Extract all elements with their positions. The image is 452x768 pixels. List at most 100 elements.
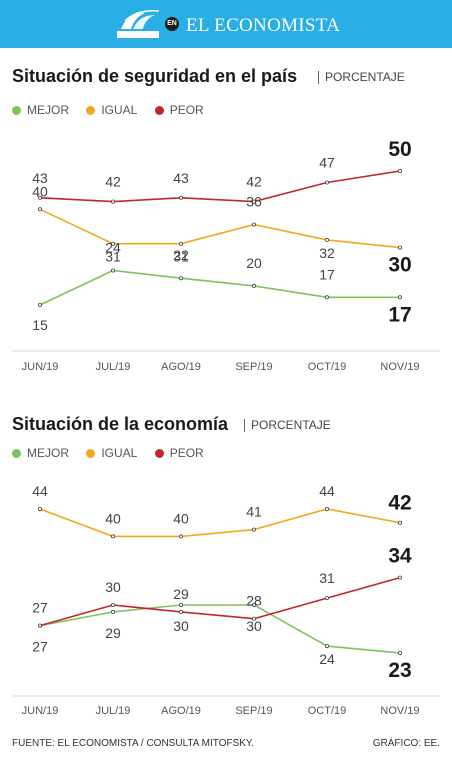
data-point (397, 245, 402, 250)
legend-swatch-igual (86, 106, 96, 115)
data-point (38, 195, 43, 200)
data-point (38, 623, 43, 628)
legend-swatch-peor (154, 449, 164, 458)
legend-item-igual: IGUAL (86, 103, 137, 117)
data-label: 40 (32, 183, 48, 199)
data-point (111, 241, 116, 246)
data-point (397, 650, 402, 655)
data-point (324, 237, 329, 242)
chart-1-title: Situación de seguridad en el país (12, 66, 298, 86)
series-line-igual (39, 508, 401, 538)
x-tick-label: NOV/19 (380, 361, 419, 373)
legend-label-peor: PEOR (169, 103, 204, 117)
data-point (178, 276, 183, 281)
data-point (111, 268, 116, 273)
data-label: 22 (173, 247, 189, 263)
data-point (251, 616, 256, 621)
data-point (38, 302, 43, 307)
data-point (324, 507, 329, 512)
data-label: 29 (173, 586, 189, 602)
data-point (324, 295, 329, 300)
data-point (251, 602, 256, 607)
data-label: 15 (32, 317, 48, 333)
chart-2-legend: MEJOR IGUAL PEOR (12, 446, 218, 460)
data-point (178, 241, 183, 246)
data-point (38, 207, 43, 212)
data-label: 17 (319, 266, 335, 282)
data-label: 31 (319, 570, 335, 586)
data-label: 40 (173, 510, 189, 526)
data-point (397, 295, 402, 300)
data-point (111, 534, 116, 539)
legend-swatch-mejor (12, 106, 21, 115)
x-tick-label: AGO/19 (161, 705, 201, 717)
data-point (178, 602, 183, 607)
x-tick-label: SEP/19 (235, 361, 272, 373)
data-point (38, 507, 43, 512)
chart-2-subtitle: PORCENTAJE (244, 419, 331, 432)
legend-swatch-mejor (12, 449, 21, 458)
data-label: 20 (246, 255, 262, 271)
en-badge: EN (165, 17, 179, 31)
data-label: 42 (388, 492, 411, 515)
series-line-mejor (39, 604, 401, 654)
data-label: 27 (32, 600, 48, 616)
data-label: 50 (388, 138, 411, 161)
series-line-mejor (39, 269, 400, 306)
data-label: 24 (319, 651, 335, 667)
chart-1-legend: MEJOR IGUAL PEOR (12, 103, 218, 117)
consulta-mitofsky-logo (117, 9, 160, 38)
x-tick-label: AGO/19 (161, 361, 201, 373)
legend-swatch-peor (154, 106, 164, 115)
data-point (251, 199, 256, 204)
data-label: 32 (319, 245, 335, 261)
legend-label-mejor: MEJOR (27, 103, 69, 117)
chart-1-subtitle: PORCENTAJE (318, 71, 405, 84)
x-tick-label: JUL/19 (96, 361, 131, 373)
data-point (251, 283, 256, 288)
x-tick-label: JUN/19 (22, 705, 59, 717)
chart-1-plot: JUN/19 JUL/19 AGO/19 SEP/19 OCT/19 NOV/19 15 24… (12, 138, 440, 373)
x-tick-label: OCT/19 (308, 705, 347, 717)
data-label: 47 (319, 155, 335, 171)
x-tick-label: JUL/19 (96, 705, 131, 717)
data-point (397, 169, 402, 174)
data-point (111, 199, 116, 204)
data-point (397, 575, 402, 580)
data-point (397, 520, 402, 525)
series-line-peor (39, 576, 401, 627)
data-label: 41 (246, 504, 262, 520)
legend-item-igual: IGUAL (86, 446, 137, 460)
data-label: 40 (105, 510, 121, 526)
data-point (251, 527, 256, 532)
data-label: 44 (32, 483, 48, 499)
data-label: 31 (173, 249, 189, 265)
legend-label-igual: IGUAL (101, 446, 138, 460)
data-point (251, 222, 256, 227)
header-title: EL ECONOMISTA (186, 15, 341, 36)
data-point (324, 596, 329, 601)
chart-2-title: Situación de la economía (12, 414, 229, 434)
data-label: 30 (173, 618, 189, 634)
data-point (324, 644, 329, 649)
series-line-igual (39, 208, 401, 249)
data-point (111, 609, 116, 614)
data-label: 30 (105, 579, 121, 595)
legend-label-peor: PEOR (169, 446, 204, 460)
x-tick-label: SEP/19 (235, 705, 272, 717)
data-label: 29 (105, 625, 121, 641)
series-line-peor (39, 170, 401, 203)
data-label: 28 (246, 593, 262, 609)
data-point (111, 602, 116, 607)
legend-label-igual: IGUAL (101, 103, 138, 117)
data-label: 31 (105, 249, 121, 265)
chart-2-plot: JUN/19 JUL/19 AGO/19 SEP/19 OCT/19 NOV/19 27 29… (12, 483, 440, 717)
data-label: 30 (388, 254, 411, 277)
data-label: 43 (173, 170, 189, 186)
data-label: 44 (319, 483, 335, 499)
data-label: 24 (105, 240, 121, 256)
footer-source: FUENTE: EL ECONOMISTA / CONSULTA MITOFSK… (12, 738, 255, 749)
data-point (178, 534, 183, 539)
legend-item-peor: PEOR (154, 446, 204, 460)
legend-label-mejor: MEJOR (27, 446, 69, 460)
